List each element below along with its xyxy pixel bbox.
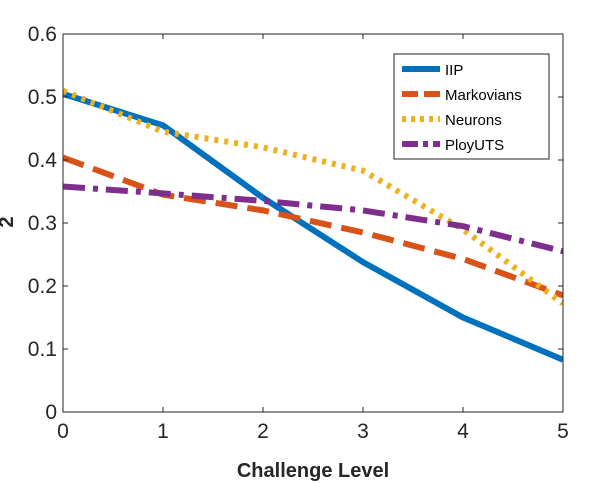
y-tick-label: 0.3	[28, 212, 57, 235]
series-line-neurons	[63, 87, 563, 307]
x-tick-label: 2	[257, 420, 269, 443]
series-line-iip	[63, 91, 563, 363]
legend: IIP Markovians Neurons PloyUTS	[393, 53, 550, 160]
y-tick-label: 0.5	[28, 86, 57, 109]
y-tick-label: 0	[45, 401, 57, 424]
y-tick-label: 0.1	[28, 338, 57, 361]
y-tick-label: 0.6	[28, 23, 57, 46]
x-tick-label: 3	[357, 420, 369, 443]
x-tick-label: 5	[557, 420, 569, 443]
legend-label-iip: IIP	[445, 62, 463, 79]
series-layer	[63, 87, 563, 363]
series-line-ployuts	[63, 183, 563, 255]
x-tick-label: 1	[157, 420, 169, 443]
y-axis-title: 2	[0, 216, 18, 227]
x-axis-title: Challenge Level	[237, 460, 389, 482]
x-tick-label: 4	[457, 420, 469, 443]
axes-layer: 0 1 2 3 4 5 0 0.1 0.2 0.3 0.4 0.5 0.6	[28, 23, 569, 443]
x-tick-label: 0	[57, 420, 69, 443]
legend-label-neurons: Neurons	[445, 112, 502, 129]
y-tick-label: 0.2	[28, 275, 57, 298]
series-line-markovians	[63, 154, 563, 299]
legend-label-ployuts: PloyUTS	[445, 137, 504, 154]
y-tick-label: 0.4	[28, 149, 58, 172]
legend-label-markovians: Markovians	[445, 87, 522, 104]
